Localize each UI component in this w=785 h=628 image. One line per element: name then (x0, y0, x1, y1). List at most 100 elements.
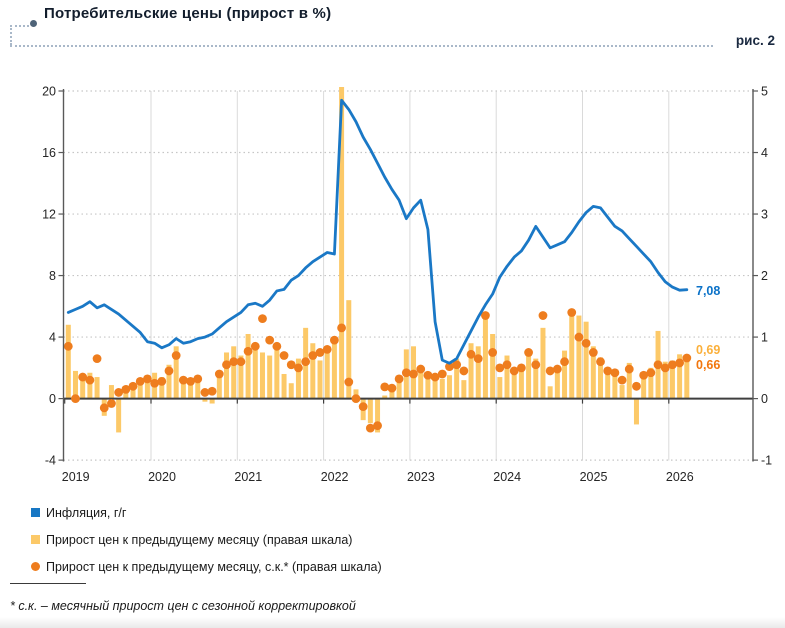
dot (430, 372, 440, 382)
dot (588, 348, 598, 357)
dot (445, 362, 454, 372)
dot (423, 370, 433, 380)
dot (675, 358, 685, 368)
dot (567, 308, 577, 317)
legend-label: Прирост цен к предыдущему месяцу (правая… (46, 532, 353, 547)
bar (396, 375, 402, 399)
bar (439, 378, 445, 399)
dot (596, 357, 605, 367)
dot (121, 384, 131, 394)
bar (533, 358, 539, 399)
bar (324, 349, 330, 399)
bar (518, 366, 524, 399)
dot (646, 368, 656, 378)
dot (610, 368, 620, 378)
bar (583, 321, 589, 399)
bar (267, 355, 273, 399)
bar (72, 370, 78, 399)
axis-tick-label: 0 (49, 392, 56, 406)
bar (641, 377, 647, 399)
dot (373, 421, 382, 431)
dot (581, 338, 591, 348)
bar (231, 346, 237, 399)
dot (186, 376, 195, 386)
dot (516, 363, 526, 373)
axis-tick-label: -4 (45, 454, 56, 468)
dot (315, 348, 325, 357)
bar (252, 349, 258, 399)
axis-tick-label: 3 (761, 208, 768, 222)
dot (358, 402, 368, 411)
dot (99, 403, 109, 413)
bar (677, 354, 683, 399)
axis-tick-label: 16 (42, 146, 56, 160)
dot (473, 354, 483, 364)
dot (452, 360, 462, 370)
dot (279, 351, 289, 360)
dot (509, 366, 519, 376)
bar (504, 355, 510, 399)
dot (236, 357, 246, 367)
dot (560, 357, 569, 367)
legend-label: Инфляция, г/г (46, 505, 127, 520)
line-end-value-label: 7,08 (696, 284, 721, 298)
bar (497, 377, 503, 399)
year-label: 2020 (148, 470, 176, 484)
dot-end-value-label: 0,66 (696, 358, 721, 372)
dot (107, 399, 116, 408)
callout-dot-icon (30, 20, 37, 27)
bar (511, 373, 517, 399)
bar (123, 392, 129, 399)
axis-tick-label: 12 (42, 208, 56, 222)
dot (114, 388, 124, 397)
bar (80, 373, 86, 399)
year-label: 2026 (666, 470, 694, 484)
bar (238, 355, 244, 399)
bar (65, 324, 71, 399)
bar (590, 346, 596, 399)
dot (624, 364, 634, 374)
bar (116, 398, 122, 433)
bar (94, 377, 100, 399)
bar (662, 361, 668, 399)
bar (375, 398, 381, 433)
dot (545, 366, 555, 376)
bar (418, 369, 424, 399)
dot (632, 381, 641, 391)
dot (531, 360, 541, 370)
callout-line-top (10, 25, 29, 27)
dot (337, 323, 346, 333)
bar (547, 386, 553, 399)
bar (346, 300, 352, 399)
legend-item-mom: Прирост цен к предыдущему месяцу (правая… (31, 526, 382, 553)
dot (286, 360, 296, 370)
dot (128, 381, 138, 391)
bar (216, 370, 222, 399)
axis-tick-label: 20 (42, 85, 56, 99)
bar (612, 370, 618, 399)
dot (538, 311, 548, 320)
dot (164, 366, 174, 376)
dot (322, 344, 332, 354)
dot (344, 377, 354, 387)
x-ticks (64, 398, 670, 404)
bar (87, 372, 93, 399)
bar (468, 343, 474, 399)
dot (365, 423, 375, 433)
page-title: Потребительские цены (прирост в %) (44, 5, 332, 22)
dot (157, 376, 167, 386)
dot (574, 332, 584, 342)
axis-tick-label: 0 (761, 392, 768, 406)
dot (351, 394, 361, 403)
inflation-line (66, 98, 689, 365)
dot (222, 360, 231, 370)
footnote-text: * с.к. – месячный прирост цен с сезонной… (10, 599, 356, 613)
dot (229, 357, 239, 367)
bar (605, 372, 611, 399)
bar (274, 344, 280, 399)
bar (569, 309, 575, 399)
dot (524, 348, 533, 357)
bar (224, 352, 230, 399)
legend-label: Прирост цен к предыдущему месяцу, с.к.* … (46, 559, 382, 574)
